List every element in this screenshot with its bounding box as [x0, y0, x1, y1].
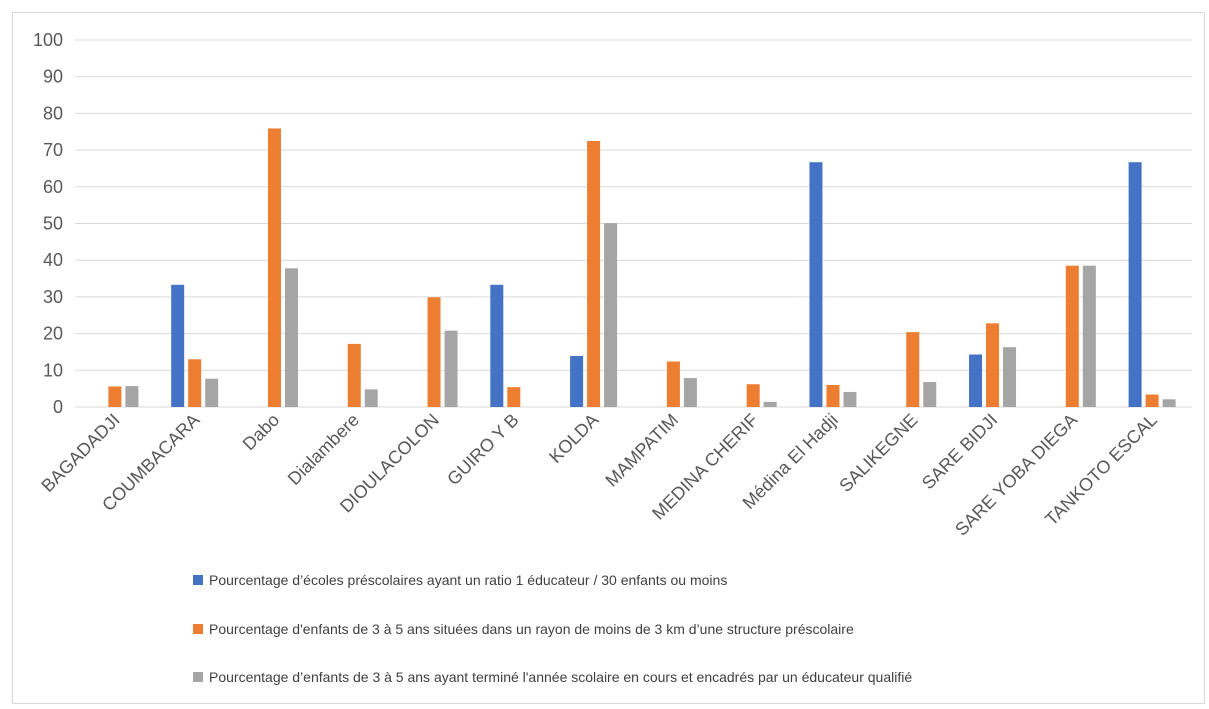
legend-label-3: Pourcentage d’enfants de 3 à 5 ans ayant… — [209, 669, 913, 685]
bar-2-10 — [906, 332, 920, 407]
bar-2-1 — [188, 359, 202, 407]
y-tick-label: 30 — [43, 287, 63, 307]
bar-2-0 — [108, 386, 122, 407]
bar-2-4 — [427, 297, 441, 407]
bar-3-2 — [284, 268, 298, 407]
legend-swatch-3 — [193, 672, 203, 682]
legend-swatch-1 — [193, 575, 203, 585]
bar-1-1 — [171, 284, 185, 407]
x-tick-label: SALIKEGNE — [835, 410, 921, 496]
bar-2-12 — [1065, 265, 1079, 407]
x-tick-label: BAGADADJI — [37, 410, 123, 496]
bar-3-3 — [364, 389, 378, 407]
gridlines — [75, 39, 1192, 408]
bar-2-13 — [1145, 394, 1159, 407]
y-tick-label: 20 — [43, 324, 63, 344]
legend-label-2: Pourcentage d'enfants de 3 à 5 ans situé… — [209, 621, 854, 637]
bar-2-2 — [267, 128, 281, 407]
bar-1-5 — [490, 284, 504, 407]
bars — [108, 128, 1176, 408]
legend-swatch-2 — [193, 624, 203, 634]
bar-2-7 — [666, 361, 680, 407]
bar-3-7 — [683, 378, 697, 407]
bar-3-11 — [1003, 347, 1017, 407]
legend-label-1: Pourcentage d’écoles préscolaires ayant … — [209, 572, 728, 588]
x-tick-label: KOLDA — [545, 410, 602, 467]
bar-2-8 — [746, 384, 760, 407]
bar-2-6 — [587, 140, 601, 408]
x-tick-label: GUIRO Y B — [443, 410, 522, 489]
chart-frame: 0 10 20 30 40 50 60 70 80 90 100 BAGADADJI COUMBACA… — [12, 12, 1205, 704]
bar-3-10 — [923, 382, 937, 407]
y-tick-label: 10 — [43, 360, 63, 380]
bar-2-5 — [507, 387, 521, 407]
x-tick-label: SARE BIDJI — [918, 410, 1001, 493]
bar-chart: 0 10 20 30 40 50 60 70 80 90 100 BAGADADJICOUMBACA… — [33, 30, 1192, 540]
bar-3-8 — [763, 401, 777, 407]
bar-1-9 — [809, 162, 823, 407]
bar-1-6 — [570, 355, 584, 407]
y-axis-ticks: 0 10 20 30 40 50 60 70 80 90 100 — [33, 30, 63, 417]
bar-2-11 — [986, 323, 1000, 407]
y-tick-label: 100 — [33, 30, 63, 50]
y-tick-label: 80 — [43, 103, 63, 123]
legend-item-1: Pourcentage d’écoles préscolaires ayant … — [193, 572, 727, 588]
y-tick-label: 70 — [43, 140, 63, 160]
bar-3-12 — [1082, 265, 1096, 407]
x-tick-label: MAMPATIM — [601, 410, 682, 491]
bar-3-13 — [1162, 399, 1176, 407]
bar-2-9 — [826, 384, 840, 407]
y-tick-label: 0 — [53, 397, 63, 417]
bar-3-0 — [125, 386, 139, 407]
legend-item-2: Pourcentage d'enfants de 3 à 5 ans situé… — [193, 621, 854, 637]
bar-3-9 — [843, 391, 857, 407]
bar-3-1 — [205, 378, 219, 407]
bar-3-4 — [444, 330, 458, 407]
legend-item-3: Pourcentage d’enfants de 3 à 5 ans ayant… — [193, 669, 912, 685]
bar-1-13 — [1128, 162, 1142, 407]
bar-1-11 — [969, 354, 983, 407]
bar-3-6 — [604, 223, 618, 407]
y-tick-label: 50 — [43, 214, 63, 234]
x-tick-label: Dialambere — [284, 410, 363, 489]
y-tick-label: 90 — [43, 67, 63, 87]
y-tick-label: 40 — [43, 250, 63, 270]
y-tick-label: 60 — [43, 177, 63, 197]
x-tick-label: Dabo — [239, 410, 284, 455]
bar-2-3 — [347, 343, 361, 407]
